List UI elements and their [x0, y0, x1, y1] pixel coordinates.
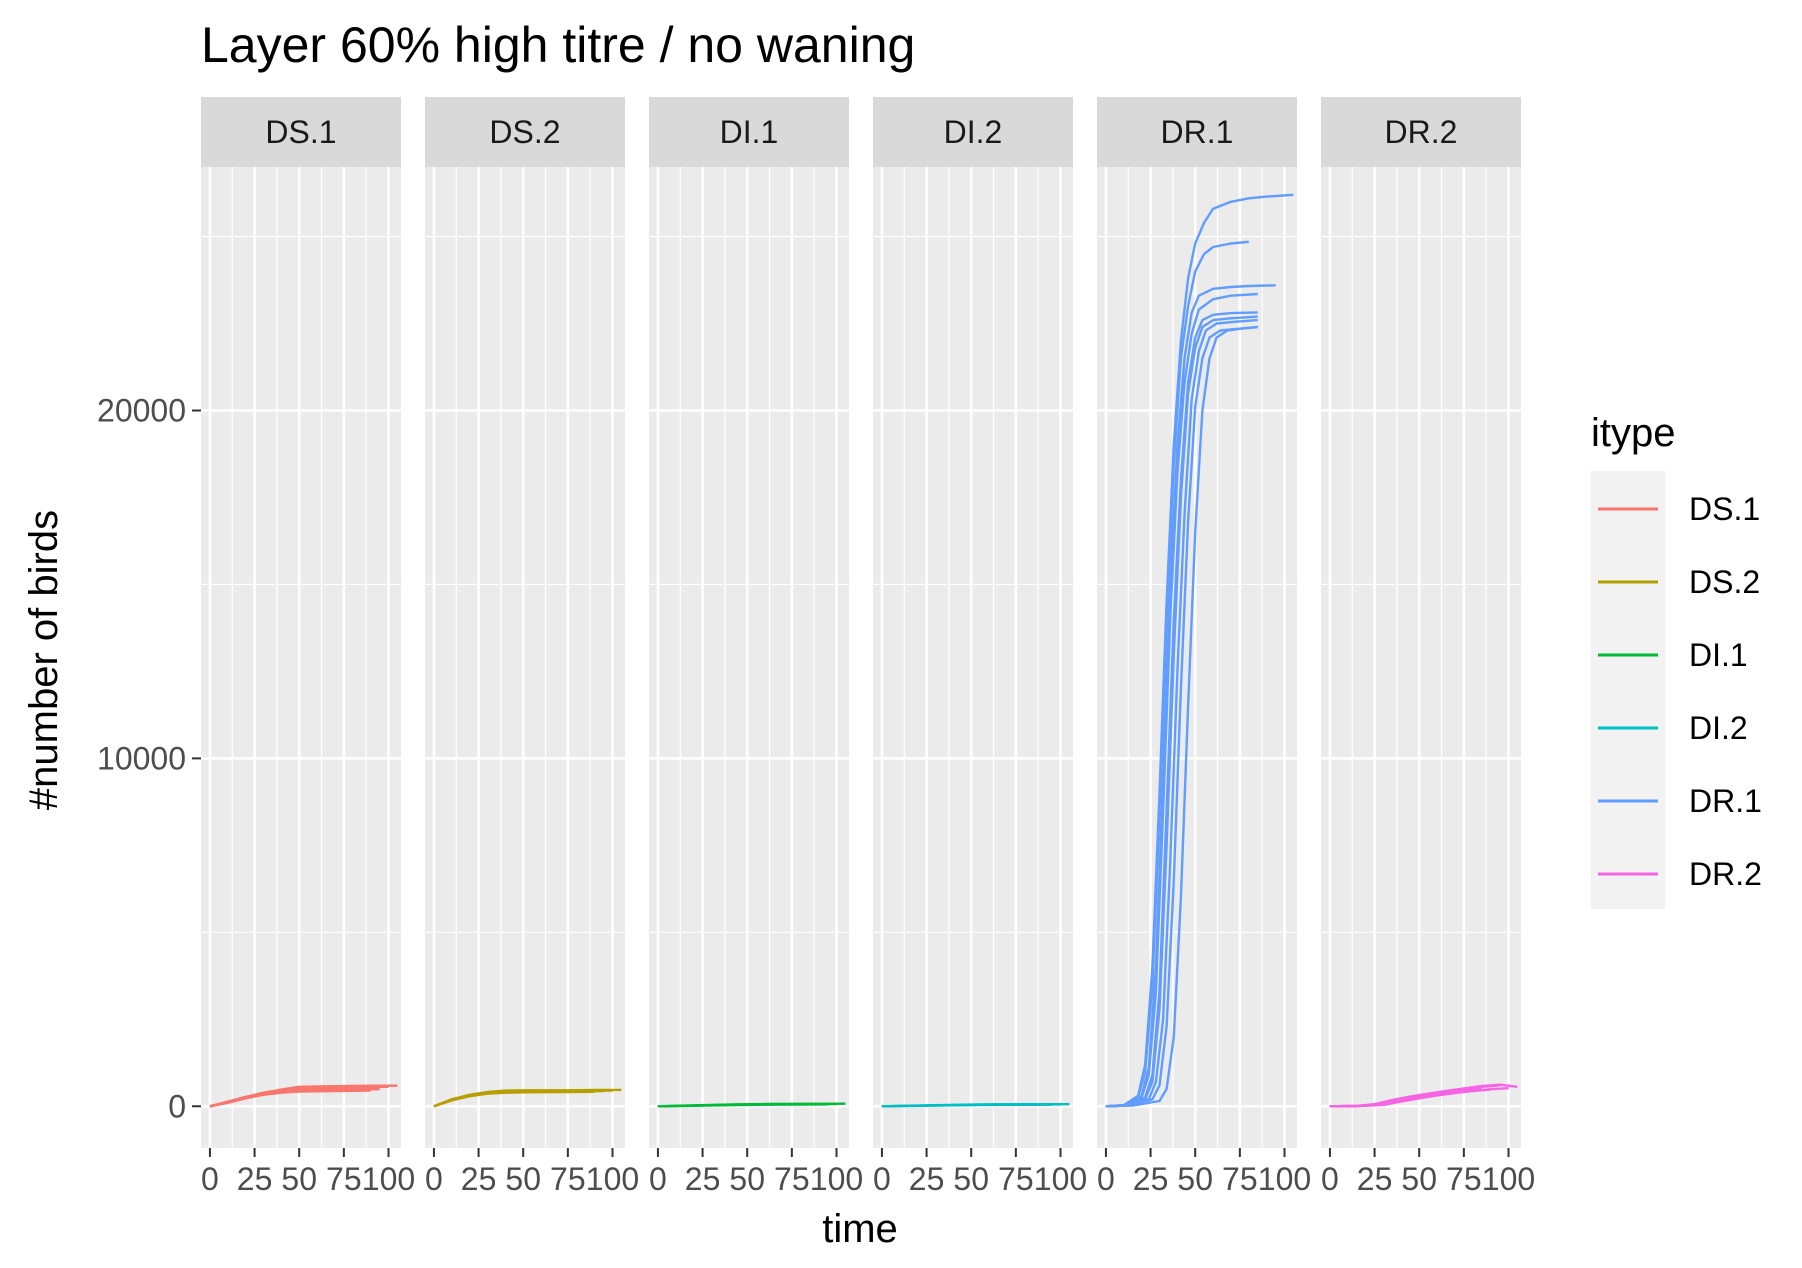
x-tick-label: 50 — [281, 1161, 317, 1197]
legend-label: DS.1 — [1689, 491, 1760, 527]
panel-background — [201, 167, 401, 1148]
facet-strip — [649, 97, 849, 167]
facet-strip — [873, 97, 1073, 167]
x-tick-label: 100 — [1258, 1161, 1311, 1197]
x-axis-title: time — [822, 1207, 898, 1251]
facet-strip — [1097, 97, 1297, 167]
x-tick-label: 25 — [1133, 1161, 1169, 1197]
facet-panel-di-2: DI.2 0 25 50 75 100 — [873, 97, 1087, 1197]
series-line-dr-1-run-9 — [1105, 325, 1258, 1108]
x-tick-label: 75 — [1446, 1161, 1482, 1197]
series-line-dr-1-run-8 — [1105, 325, 1258, 1108]
series-line-dr-1-run-6 — [1105, 315, 1258, 1108]
legend-title: itype — [1591, 411, 1676, 455]
series-line-dr-1-run-7 — [1105, 318, 1258, 1108]
legend-key-background — [1591, 471, 1665, 909]
series-line-dr-1-run-1 — [1105, 193, 1294, 1108]
facet-strip-label: DI.1 — [720, 114, 779, 150]
facet-strip-label: DI.2 — [944, 114, 1003, 150]
x-tick-label: 100 — [362, 1161, 415, 1197]
x-tick-label: 50 — [729, 1161, 765, 1197]
facet-panel-ds-1: DS.1 0 25 50 75 100 — [201, 97, 415, 1197]
facet-strip-label: DS.2 — [489, 114, 560, 150]
y-axis-title: #number of birds — [22, 510, 66, 810]
x-tick-label: 75 — [1222, 1161, 1258, 1197]
x-tick-label: 50 — [505, 1161, 541, 1197]
chart-title: Layer 60% high titre / no waning — [201, 17, 915, 73]
x-tick-label: 25 — [461, 1161, 497, 1197]
panel-background — [649, 167, 849, 1148]
x-tick-label: 0 — [1321, 1161, 1339, 1197]
x-tick-label: 25 — [685, 1161, 721, 1197]
series-line-ds-1-run-6 — [209, 1087, 380, 1108]
x-tick-label: 0 — [201, 1161, 219, 1197]
x-tick-label: 50 — [1177, 1161, 1213, 1197]
facet-panel-dr-2: DR.2 0 25 50 75 100 — [1321, 97, 1535, 1197]
x-tick-label: 0 — [1097, 1161, 1115, 1197]
x-tick-label: 25 — [237, 1161, 273, 1197]
y-tick-label: 0 — [168, 1088, 186, 1124]
facet-strip-label: DR.2 — [1385, 114, 1458, 150]
series-line-di-2-run-3 — [881, 1103, 1052, 1108]
panel-background — [1321, 167, 1521, 1148]
facet-strip — [425, 97, 625, 167]
x-tick-label: 50 — [1401, 1161, 1437, 1197]
facet-panel-dr-1: DR.1 0 25 50 75 100 — [1097, 97, 1311, 1197]
legend-items: DS.1 DS.2 DI.1 DI.2 DR.1 DR.2 — [1598, 491, 1762, 892]
x-tick-label: 50 — [953, 1161, 989, 1197]
x-tick-label: 100 — [810, 1161, 863, 1197]
x-tick-label: 25 — [909, 1161, 945, 1197]
facet-strip — [1321, 97, 1521, 167]
facet-strip-label: DR.1 — [1161, 114, 1234, 150]
series-line-dr-1-run-4 — [1105, 292, 1258, 1108]
series-line-dr-1-run-2 — [1105, 240, 1249, 1108]
x-tick-label: 25 — [1357, 1161, 1393, 1197]
x-tick-label: 0 — [873, 1161, 891, 1197]
x-tick-label: 100 — [1034, 1161, 1087, 1197]
x-tick-label: 75 — [998, 1161, 1034, 1197]
x-tick-label: 75 — [326, 1161, 362, 1197]
x-tick-label: 75 — [774, 1161, 810, 1197]
series-line-di-1-run-3 — [657, 1103, 828, 1108]
x-tick-label: 75 — [550, 1161, 586, 1197]
facet-strip-label: DS.1 — [265, 114, 336, 150]
legend: itype DS.1 DS.2 DI.1 DI.2 DR.1 DR.2 — [1591, 411, 1762, 909]
facet-panel-di-1: DI.1 0 25 50 75 100 — [649, 97, 863, 1197]
legend-label: DR.2 — [1689, 856, 1762, 892]
series-line-ds-2-run-5 — [433, 1089, 613, 1108]
y-tick-label: 10000 — [97, 740, 186, 776]
legend-label: DS.2 — [1689, 564, 1760, 600]
legend-label: DR.1 — [1689, 783, 1762, 819]
y-axis: 0 10000 20000 — [97, 393, 201, 1124]
x-tick-label: 100 — [1482, 1161, 1535, 1197]
x-tick-label: 100 — [586, 1161, 639, 1197]
x-tick-label: 0 — [425, 1161, 443, 1197]
facet-panel-ds-2: DS.2 0 25 50 75 100 — [425, 97, 639, 1197]
panel-background — [873, 167, 1073, 1148]
legend-label: DI.2 — [1689, 710, 1748, 746]
legend-label: DI.1 — [1689, 637, 1748, 673]
panel-background — [425, 167, 625, 1148]
facet-strip — [201, 97, 401, 167]
series-line-dr-2-run-6 — [1329, 1087, 1509, 1108]
y-tick-label: 20000 — [97, 393, 186, 429]
x-tick-label: 0 — [649, 1161, 667, 1197]
